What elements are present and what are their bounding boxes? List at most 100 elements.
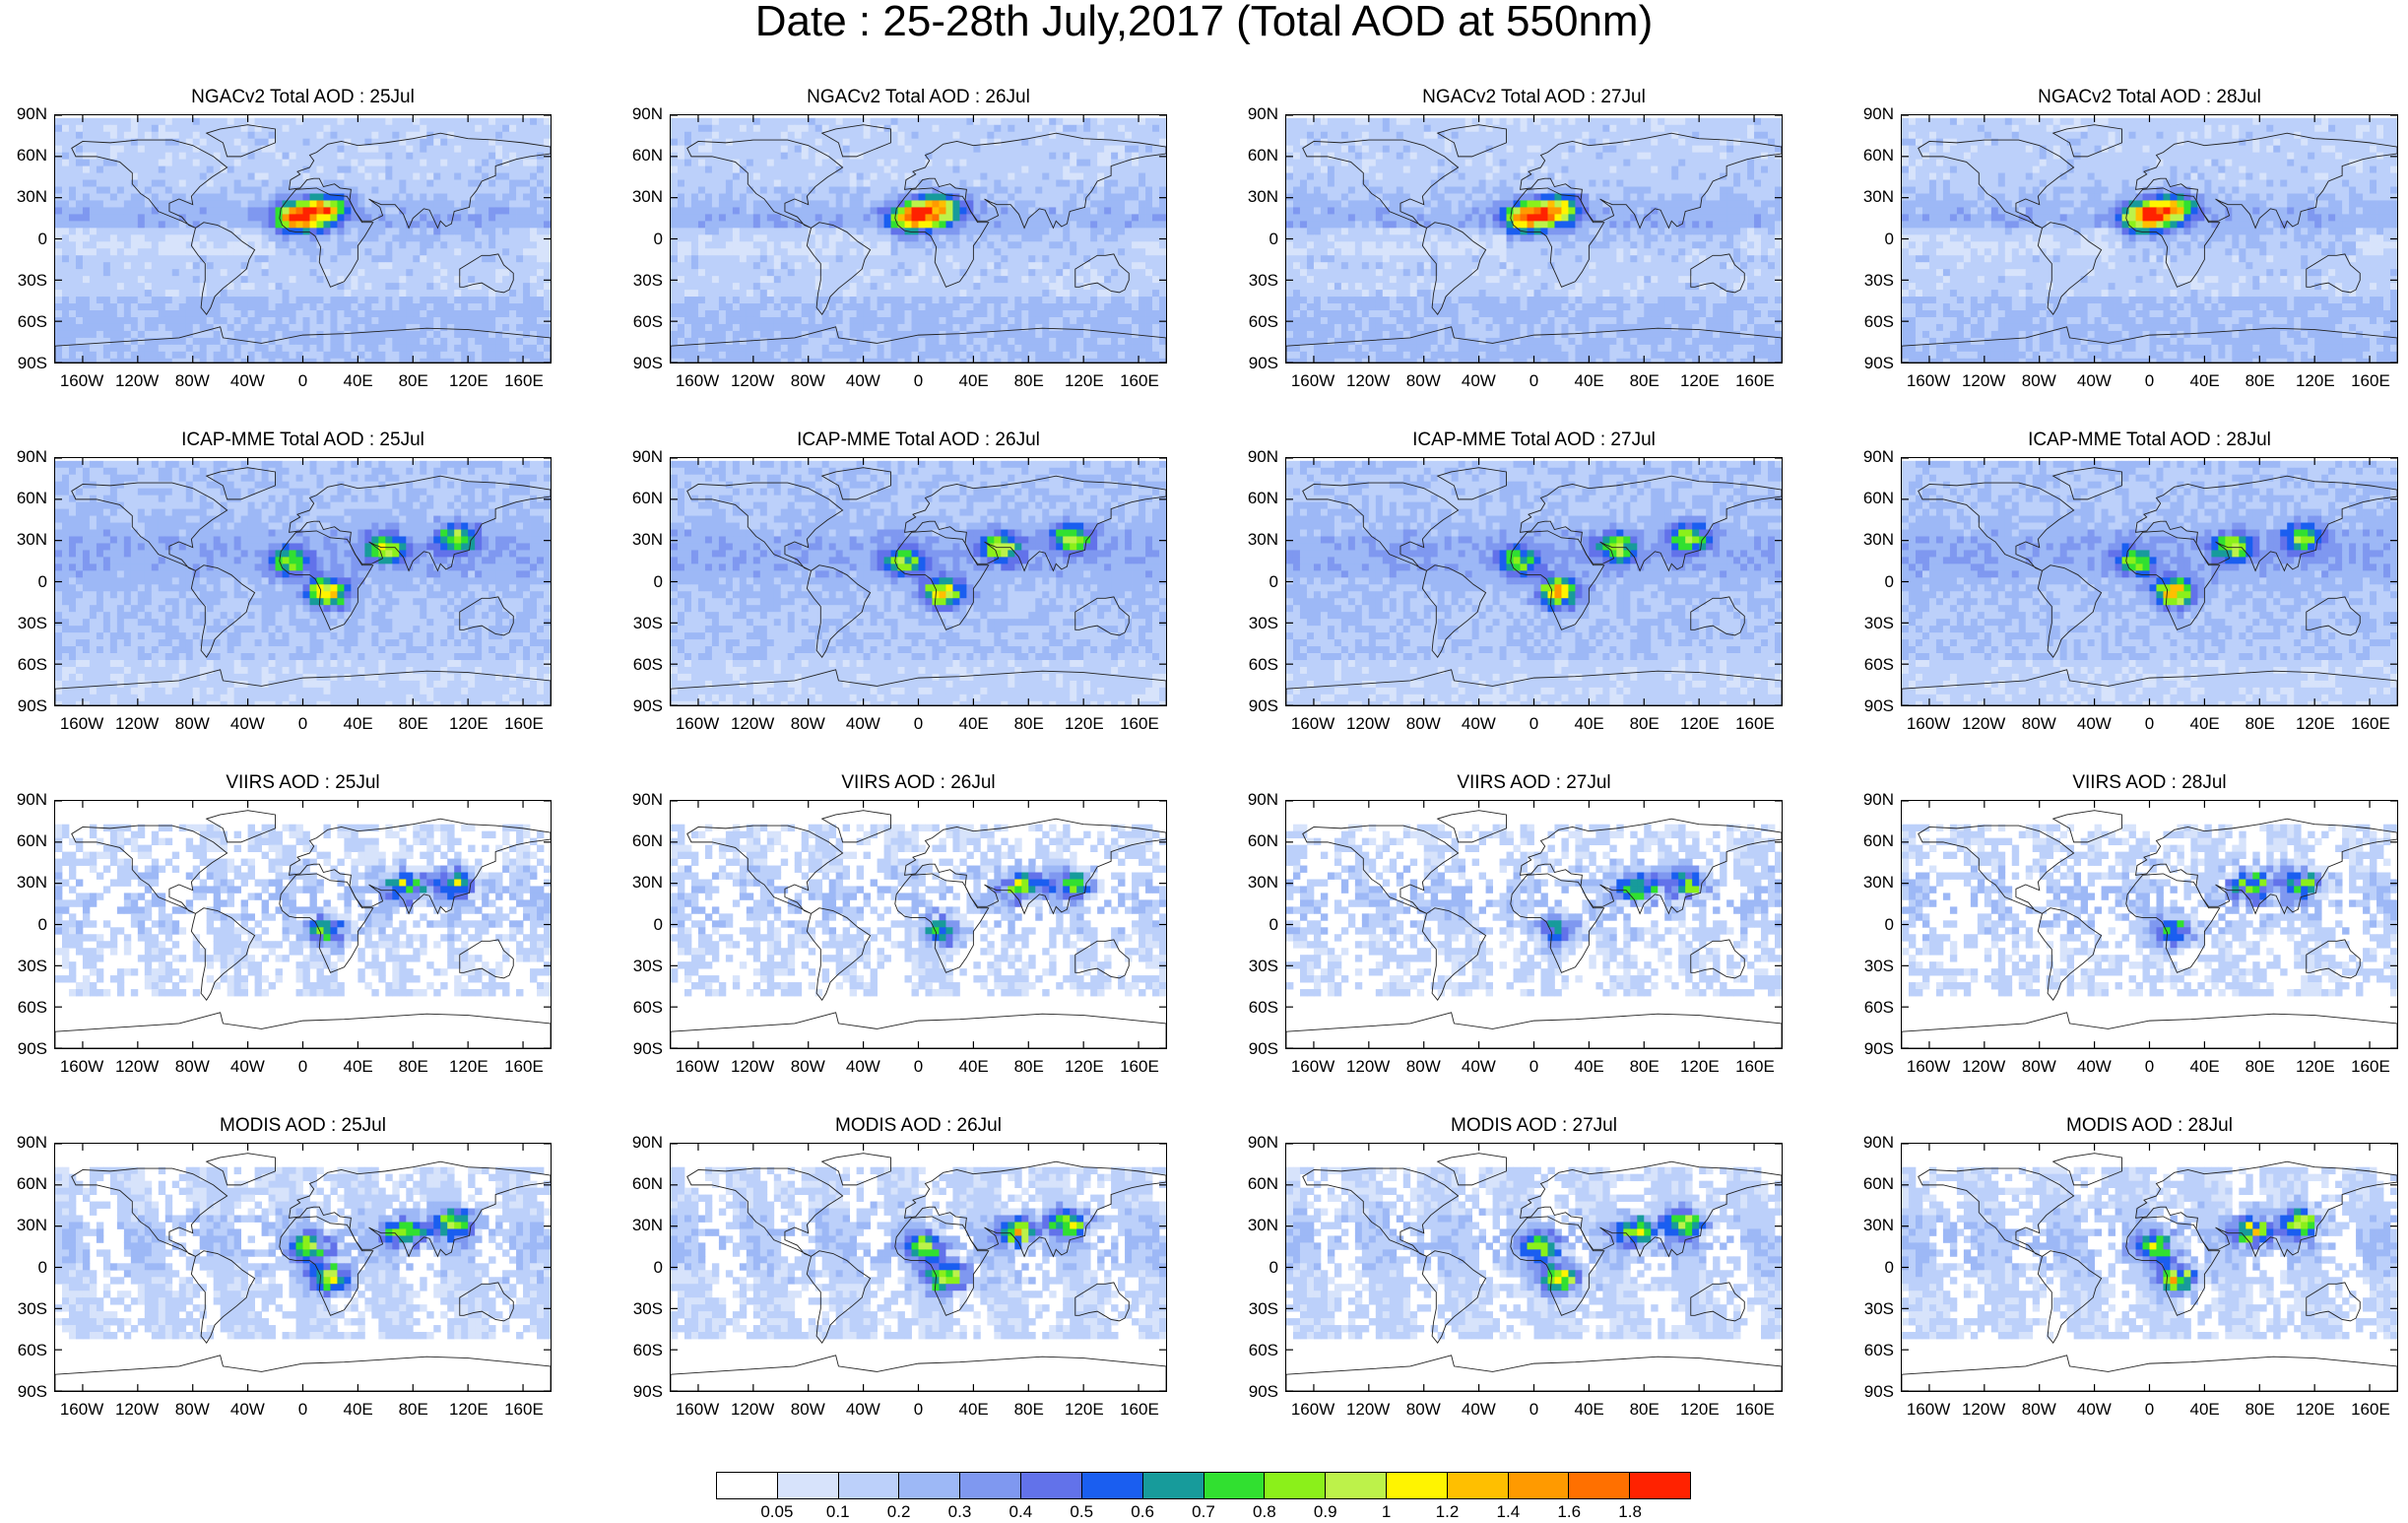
lon-label: 160W xyxy=(1899,715,1958,733)
lon-label: 160W xyxy=(668,372,727,390)
lat-label: 60N xyxy=(1847,490,1894,507)
map-frame xyxy=(1285,457,1783,706)
map-frame xyxy=(54,1143,552,1392)
lat-label: 90S xyxy=(0,1383,47,1401)
lon-label: 80W xyxy=(1394,372,1453,390)
lon-label: 120E xyxy=(2286,1401,2345,1419)
lon-label: 160W xyxy=(668,715,727,733)
lon-label: 120E xyxy=(1670,715,1729,733)
map-frame xyxy=(1285,800,1783,1049)
lat-label: 30N xyxy=(1231,1217,1278,1234)
lon-label: 120E xyxy=(2286,715,2345,733)
panel-title: VIIRS AOD : 26Jul xyxy=(670,772,1167,794)
colorbar-label: 0.05 xyxy=(752,1503,802,1521)
lon-label: 40E xyxy=(329,1058,388,1076)
lon-label: 80E xyxy=(2231,715,2290,733)
colorbar-label: 0.5 xyxy=(1057,1503,1106,1521)
lat-label: 90S xyxy=(1847,355,1894,372)
lat-label: 30N xyxy=(616,874,663,892)
lon-label: 160E xyxy=(1110,1058,1169,1076)
lat-label: 90N xyxy=(0,1134,47,1152)
aod-field-map xyxy=(671,458,1166,705)
lon-label: 0 xyxy=(2120,1058,2180,1076)
lon-label: 80E xyxy=(1615,715,1674,733)
lon-label: 40E xyxy=(1560,1401,1619,1419)
lat-label: 30S xyxy=(0,272,47,290)
lon-label: 120E xyxy=(1055,715,1114,733)
lat-label: 0 xyxy=(0,916,47,934)
lon-label: 80W xyxy=(163,1058,222,1076)
lon-label: 80W xyxy=(778,1058,837,1076)
lat-label: 0 xyxy=(1847,916,1894,934)
colorbar-swatch xyxy=(1021,1473,1082,1498)
lon-label: 120W xyxy=(107,1401,166,1419)
lon-label: 80E xyxy=(1000,1058,1059,1076)
colorbar-swatch xyxy=(960,1473,1021,1498)
lat-label: 30N xyxy=(0,531,47,549)
aod-field-map xyxy=(1902,458,2397,705)
lon-label: 160W xyxy=(1283,1058,1342,1076)
lat-label: 90N xyxy=(1847,448,1894,466)
lat-label: 0 xyxy=(1847,1259,1894,1277)
lon-label: 0 xyxy=(2120,372,2180,390)
lon-label: 160E xyxy=(1110,715,1169,733)
lon-label: 80E xyxy=(1000,715,1059,733)
lat-label: 30S xyxy=(1847,272,1894,290)
lon-label: 80E xyxy=(384,1058,443,1076)
colorbar-swatch xyxy=(1326,1473,1387,1498)
lat-label: 30N xyxy=(0,1217,47,1234)
panel-title: NGACv2 Total AOD : 25Jul xyxy=(54,87,552,108)
lat-label: 30S xyxy=(0,1300,47,1318)
lon-label: 40E xyxy=(944,715,1004,733)
lat-label: 0 xyxy=(0,573,47,591)
colorbar-swatch xyxy=(839,1473,900,1498)
lon-label: 40E xyxy=(2176,1401,2235,1419)
lon-label: 120W xyxy=(723,1401,782,1419)
panel-title: NGACv2 Total AOD : 27Jul xyxy=(1285,87,1783,108)
lon-label: 80W xyxy=(163,1401,222,1419)
panel-title: VIIRS AOD : 27Jul xyxy=(1285,772,1783,794)
aod-field-map xyxy=(1286,115,1782,363)
lon-label: 40W xyxy=(2064,372,2123,390)
lat-label: 90S xyxy=(0,1040,47,1058)
lon-label: 120E xyxy=(439,1401,498,1419)
lon-label: 120E xyxy=(2286,1058,2345,1076)
colorbar-label: 0.2 xyxy=(875,1503,924,1521)
lat-label: 60S xyxy=(616,656,663,674)
lon-label: 120W xyxy=(1338,372,1398,390)
lat-label: 30S xyxy=(1847,958,1894,975)
lon-label: 80W xyxy=(1394,1401,1453,1419)
lon-label: 40W xyxy=(218,1058,277,1076)
lon-label: 120E xyxy=(1670,1058,1729,1076)
lon-label: 160E xyxy=(1725,1058,1785,1076)
lon-label: 120W xyxy=(1338,1401,1398,1419)
lon-label: 0 xyxy=(889,372,948,390)
lat-label: 90N xyxy=(0,791,47,809)
lon-label: 160E xyxy=(494,715,553,733)
map-panel-grid: NGACv2 Total AOD : 25Jul 90N 60N 30N 0 30S 60S… xyxy=(0,0,2408,1379)
panel-title: VIIRS AOD : 25Jul xyxy=(54,772,552,794)
colorbar-swatch xyxy=(1509,1473,1570,1498)
colorbar-swatch xyxy=(1569,1473,1630,1498)
lat-label: 30S xyxy=(616,272,663,290)
lon-label: 120W xyxy=(107,715,166,733)
lon-label: 160E xyxy=(1725,372,1785,390)
lat-label: 30N xyxy=(1231,531,1278,549)
lon-label: 40E xyxy=(1560,1058,1619,1076)
lon-label: 120W xyxy=(1954,372,2013,390)
lon-label: 160W xyxy=(52,1401,111,1419)
lat-label: 30S xyxy=(0,615,47,632)
lat-label: 90N xyxy=(1847,1134,1894,1152)
lon-label: 40E xyxy=(1560,715,1619,733)
lon-label: 40W xyxy=(833,372,892,390)
lat-label: 90S xyxy=(1231,1040,1278,1058)
lon-label: 120W xyxy=(1338,715,1398,733)
